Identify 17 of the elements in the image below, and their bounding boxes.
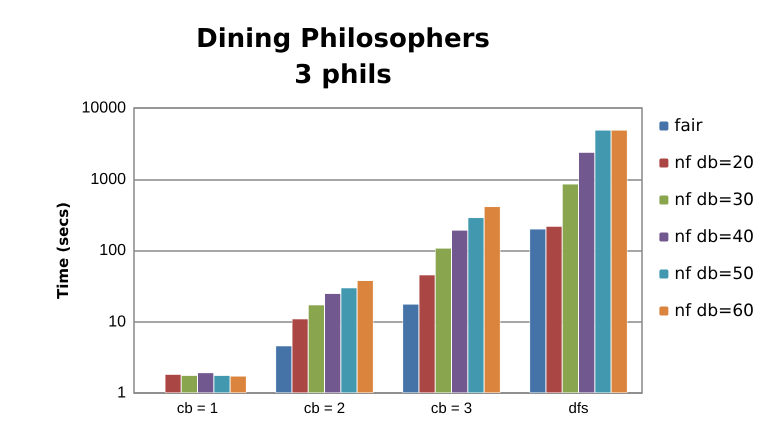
legend-label: nf db=30 (674, 190, 754, 210)
legend-label: nf db=60 (674, 301, 754, 321)
x-tick-label: dfs (568, 400, 589, 417)
y-tick-label: 10 (108, 313, 126, 330)
y-axis-title: Time (secs) (54, 202, 72, 300)
x-tick-label: cb = 1 (176, 400, 218, 417)
y-tick-label: 10000 (82, 100, 126, 116)
x-tick-label: cb = 2 (304, 400, 346, 417)
y-tick-label: 100 (99, 242, 126, 259)
legend-label: nf db=50 (674, 264, 754, 284)
chart-title: Dining Philosophers 3 phils (196, 24, 490, 90)
y-tick-label: 1000 (90, 170, 126, 188)
y-tick-label: 1 (117, 384, 126, 402)
legend-label: nf db=20 (674, 153, 754, 173)
legend-label: nf db=40 (674, 227, 754, 247)
x-tick-label: cb = 3 (430, 400, 472, 417)
legend-label: fair (674, 116, 703, 136)
